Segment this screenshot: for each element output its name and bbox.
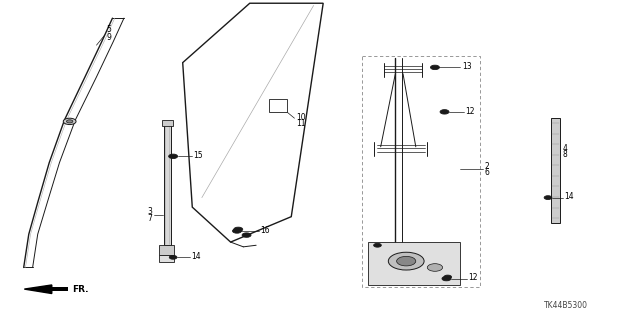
FancyBboxPatch shape — [159, 245, 174, 255]
Circle shape — [242, 233, 251, 237]
Text: 14: 14 — [564, 192, 573, 202]
Circle shape — [374, 243, 381, 247]
Text: FR.: FR. — [72, 285, 89, 293]
Circle shape — [431, 65, 440, 70]
Polygon shape — [182, 3, 323, 242]
Circle shape — [544, 196, 552, 199]
Text: 8: 8 — [563, 150, 568, 159]
Text: 6: 6 — [484, 168, 489, 177]
Circle shape — [234, 227, 243, 232]
Circle shape — [440, 110, 449, 114]
Circle shape — [442, 276, 451, 281]
Circle shape — [63, 118, 76, 124]
Circle shape — [444, 275, 452, 279]
Text: 12: 12 — [465, 107, 474, 116]
Text: 4: 4 — [563, 144, 568, 153]
Text: 1: 1 — [277, 102, 282, 108]
Circle shape — [170, 256, 177, 259]
FancyBboxPatch shape — [162, 120, 173, 125]
Text: 11: 11 — [296, 119, 305, 129]
Circle shape — [388, 252, 424, 270]
Polygon shape — [24, 285, 52, 293]
Text: 5: 5 — [106, 25, 111, 34]
Text: TK44B5300: TK44B5300 — [544, 301, 588, 310]
Text: 14: 14 — [191, 252, 200, 261]
Polygon shape — [551, 118, 560, 223]
Text: 9: 9 — [106, 33, 111, 42]
FancyBboxPatch shape — [159, 255, 174, 262]
Circle shape — [67, 120, 73, 123]
Text: 3: 3 — [148, 207, 153, 216]
Text: 10: 10 — [296, 113, 305, 122]
Text: 12: 12 — [468, 273, 477, 282]
FancyBboxPatch shape — [269, 99, 287, 112]
FancyBboxPatch shape — [51, 286, 68, 291]
Circle shape — [169, 154, 177, 159]
Circle shape — [232, 229, 241, 233]
Text: 16: 16 — [260, 226, 269, 234]
Polygon shape — [164, 124, 172, 245]
Text: 7: 7 — [148, 214, 153, 223]
Text: 2: 2 — [484, 162, 489, 171]
Text: 13: 13 — [462, 62, 472, 71]
Circle shape — [397, 256, 416, 266]
Circle shape — [428, 264, 443, 271]
Text: 15: 15 — [193, 151, 203, 160]
Polygon shape — [368, 242, 461, 285]
